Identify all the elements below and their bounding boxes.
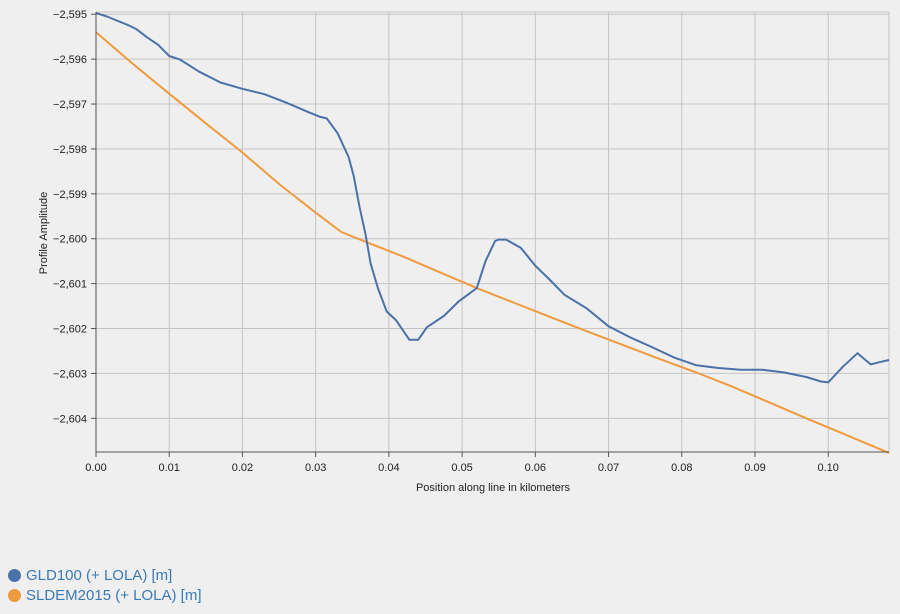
x-tick-label: 0.06	[525, 462, 546, 474]
y-tick-label: −2,597	[53, 99, 87, 111]
x-axis-title: Position along line in kilometers	[416, 482, 571, 494]
y-tick-label: −2,598	[53, 144, 87, 156]
x-tick-label: 0.04	[378, 462, 399, 474]
legend-item-sldem2015[interactable]: SLDEM2015 (+ LOLA) [m]	[8, 585, 202, 605]
legend-item-gld100[interactable]: GLD100 (+ LOLA) [m]	[8, 565, 202, 585]
y-tick-label: −2,603	[53, 368, 87, 380]
x-tick-label: 0.10	[818, 462, 839, 474]
y-tick-label: −2,604	[53, 413, 87, 425]
x-tick-label: 0.05	[451, 462, 472, 474]
axes	[91, 12, 889, 457]
x-tick-label: 0.07	[598, 462, 619, 474]
x-tick-label: 0.02	[232, 462, 253, 474]
series-line-gld100	[95, 11, 890, 384]
legend-label-sldem2015: SLDEM2015 (+ LOLA) [m]	[26, 586, 202, 604]
y-tick-label: −2,600	[53, 234, 87, 246]
y-tick-label: −2,596	[53, 54, 87, 66]
x-tick-label: 0.08	[671, 462, 692, 474]
profile-chart: 0.00 0.01 0.02 0.03 0.04 0.05 0.06 0.07 0.08 0.09…	[38, 9, 890, 494]
series-line-sldem2015	[95, 31, 890, 454]
x-tick-label: 0.01	[159, 462, 180, 474]
x-gridlines	[95, 12, 890, 452]
x-tick-label: 0.00	[85, 462, 106, 474]
x-tick-label: 0.09	[744, 462, 765, 474]
y-tick-label: −2,595	[53, 9, 87, 21]
legend-marker-gld100	[8, 568, 21, 582]
x-tick-label: 0.03	[305, 462, 326, 474]
legend-marker-sldem2015	[8, 588, 21, 602]
y-axis-title: Profile Amplitude	[38, 192, 50, 275]
legend-label-gld100: GLD100 (+ LOLA) [m]	[26, 566, 173, 584]
legend: GLD100 (+ LOLA) [m] SLDEM2015 (+ LOLA) […	[8, 565, 202, 605]
y-tick-labels: −2,595 −2,596 −2,597 −2,598 −2,599 −2,600 −2,6…	[53, 9, 87, 425]
series-layer	[95, 11, 890, 454]
y-gridlines	[96, 11, 889, 419]
y-tick-label: −2,602	[53, 324, 87, 336]
x-tick-labels: 0.00 0.01 0.02 0.03 0.04 0.05 0.06 0.07 0.08 0.09…	[85, 462, 839, 474]
y-tick-label: −2,599	[53, 189, 87, 201]
y-tick-label: −2,601	[53, 279, 87, 291]
